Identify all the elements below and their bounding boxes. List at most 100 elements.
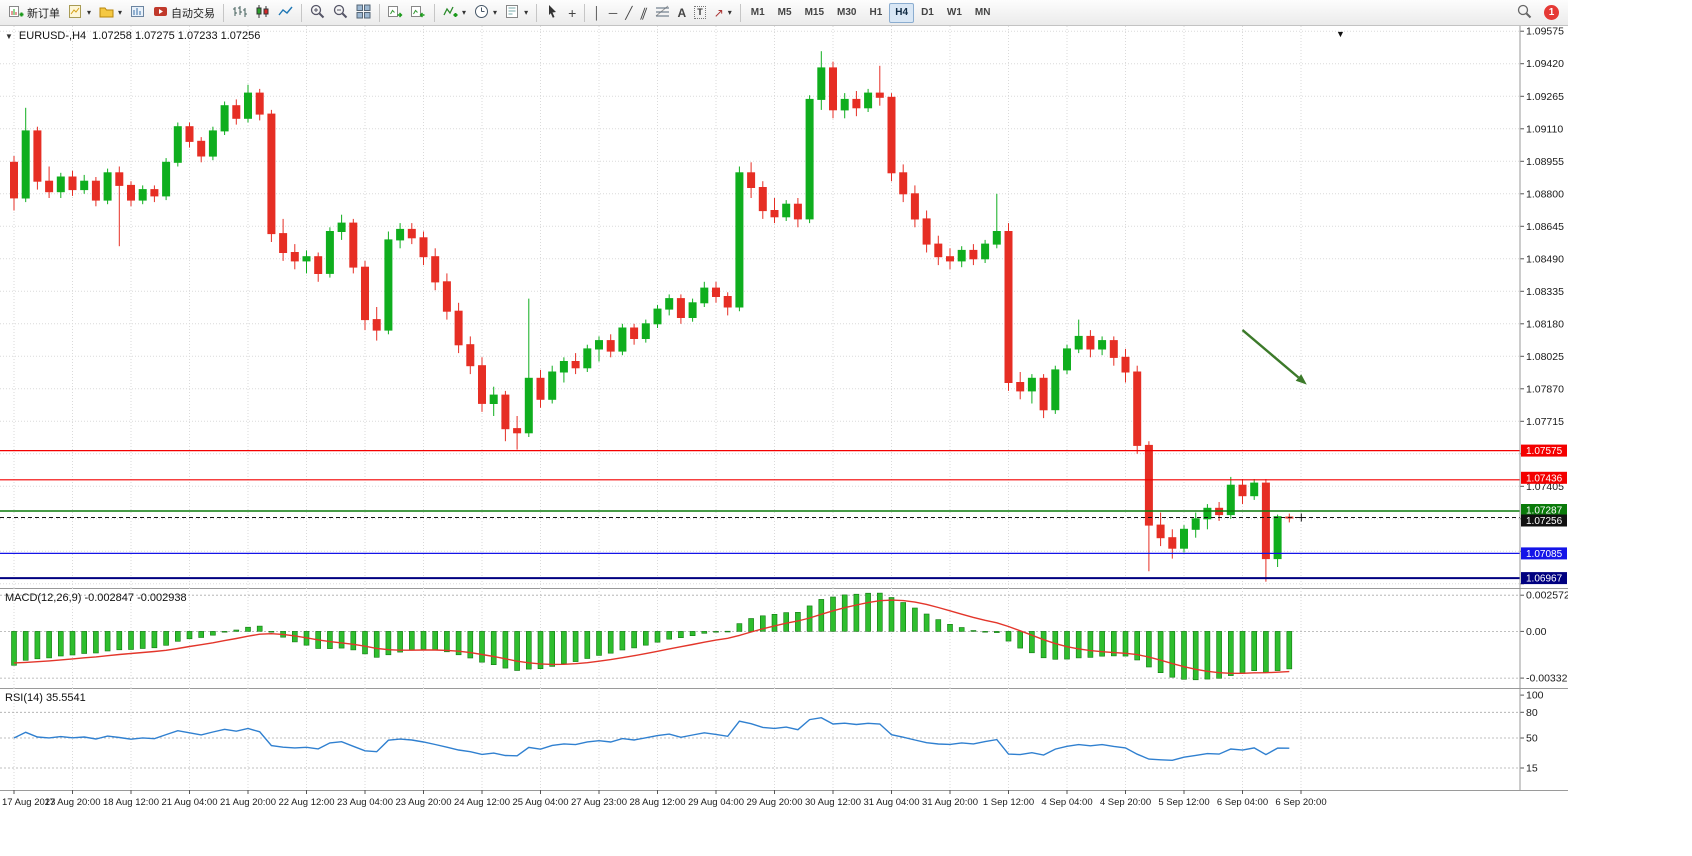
text-tool-icon: A [677, 5, 687, 20]
svg-text:24 Aug 12:00: 24 Aug 12:00 [454, 797, 510, 808]
timeframe-button-h4[interactable]: H4 [889, 2, 915, 23]
new-order-label: 新订单 [27, 7, 60, 20]
equidistant-channel-tool-button[interactable]: ∥ [637, 2, 651, 24]
svg-text:30 Aug 12:00: 30 Aug 12:00 [805, 797, 861, 808]
toolbar-separator [301, 3, 303, 22]
svg-text:21 Aug 20:00: 21 Aug 20:00 [220, 797, 276, 808]
svg-text:1.08645: 1.08645 [1526, 221, 1564, 233]
bar-chart-type-button[interactable] [228, 2, 251, 24]
chevron-down-icon: ▾ [87, 7, 92, 17]
line-chart-icon [278, 4, 293, 21]
market-watch-button[interactable] [126, 2, 149, 24]
chevron-down-icon: ▾ [524, 7, 529, 17]
fibonacci-tool-button[interactable] [651, 2, 674, 24]
svg-text:1.07870: 1.07870 [1526, 383, 1564, 395]
vertical-line-tool-button[interactable]: │ [589, 2, 605, 24]
svg-text:1.08490: 1.08490 [1526, 253, 1564, 265]
timeframe-button-m1[interactable]: M1 [745, 3, 771, 23]
auto-scroll-button[interactable] [384, 2, 407, 24]
search-icon [1517, 4, 1532, 21]
tile-windows-icon [356, 4, 371, 21]
zoom-out-button[interactable] [329, 2, 352, 24]
timeframe-button-m5[interactable]: M5 [772, 3, 798, 23]
timeframe-button-h1[interactable]: H1 [863, 3, 888, 23]
chart-shift-icon [411, 4, 426, 21]
svg-text:▼: ▼ [1336, 29, 1345, 39]
arrows-tool-button[interactable]: ↗ ▾ [710, 2, 736, 24]
svg-text:1.07575: 1.07575 [1526, 446, 1563, 457]
svg-text:15: 15 [1526, 763, 1538, 775]
svg-text:0.00: 0.00 [1526, 626, 1547, 638]
autotrading-button[interactable]: 自动交易 [149, 2, 219, 24]
svg-text:29 Aug 20:00: 29 Aug 20:00 [747, 797, 803, 808]
zoom-in-button[interactable] [306, 2, 329, 24]
svg-text:0.002572: 0.002572 [1526, 590, 1568, 602]
main-chart-canvas[interactable]: 1.09575 1.09420 1.09265 1.09110 1.08955 1.088… [0, 26, 1568, 588]
horizontal-line-tool-button[interactable]: ─ [605, 2, 622, 24]
timeframe-button-w1[interactable]: W1 [941, 3, 968, 23]
svg-text:23 Aug 20:00: 23 Aug 20:00 [396, 797, 452, 808]
rsi-panel-canvas[interactable]: 100 80 50 15 [0, 688, 1568, 790]
svg-text:-0.003326: -0.003326 [1526, 673, 1568, 685]
new-chart-button[interactable]: ▾ [64, 2, 95, 24]
text-label-tool-button[interactable]: T [690, 2, 710, 24]
svg-text:100: 100 [1526, 690, 1544, 702]
cursor-button[interactable] [541, 2, 564, 24]
svg-text:1.08800: 1.08800 [1526, 188, 1564, 200]
timeframe-button-m30[interactable]: M30 [831, 3, 862, 23]
macd-panel-canvas[interactable]: 0.002572 0.00 -0.003326 [0, 588, 1568, 688]
svg-text:1.09575: 1.09575 [1526, 26, 1564, 38]
new-order-button[interactable]: 新订单 [5, 2, 64, 24]
timeframe-button-d1[interactable]: D1 [915, 3, 940, 23]
arrow-tool-icon: ↗ [713, 5, 724, 20]
line-chart-type-button[interactable] [274, 2, 297, 24]
templates-button[interactable]: ▾ [501, 2, 532, 24]
notification-badge[interactable]: 1 [1544, 5, 1559, 20]
svg-text:28 Aug 12:00: 28 Aug 12:00 [630, 797, 686, 808]
toolbar-separator [379, 3, 381, 22]
crosshair-button[interactable]: + [564, 2, 580, 24]
toolbar-separator [739, 3, 741, 22]
svg-text:1.06967: 1.06967 [1526, 574, 1563, 585]
svg-text:22 Aug 12:00: 22 Aug 12:00 [279, 797, 335, 808]
autotrading-label: 自动交易 [171, 7, 216, 20]
chevron-down-icon: ▾ [462, 7, 467, 17]
auto-scroll-icon [388, 4, 403, 21]
indicators-icon [443, 4, 458, 21]
timeframe-button-mn[interactable]: MN [969, 3, 997, 23]
svg-text:4 Sep 20:00: 4 Sep 20:00 [1100, 797, 1151, 808]
tile-windows-button[interactable] [352, 2, 375, 24]
svg-text:17 Aug 20:00: 17 Aug 20:00 [45, 797, 101, 808]
timeframe-button-m15[interactable]: M15 [799, 3, 830, 23]
timeframe-group: M1 M5 M15 M30 H1 H4 D1 W1 MN [745, 2, 997, 23]
toolbar-separator [584, 3, 586, 22]
svg-text:1.09265: 1.09265 [1526, 91, 1564, 103]
svg-text:1.09420: 1.09420 [1526, 58, 1564, 70]
svg-text:1.07256: 1.07256 [1526, 516, 1563, 527]
svg-text:23 Aug 04:00: 23 Aug 04:00 [337, 797, 393, 808]
search-button[interactable] [1513, 2, 1536, 24]
svg-text:1.07085: 1.07085 [1526, 549, 1563, 560]
text-tool-button[interactable]: A [674, 2, 691, 24]
chart-shift-button[interactable] [407, 2, 430, 24]
new-order-icon [9, 4, 24, 21]
channel-icon: ∥ [637, 5, 650, 20]
indicators-button[interactable]: ▾ [439, 2, 470, 24]
svg-text:1.07715: 1.07715 [1526, 416, 1564, 428]
candlestick-chart-type-button[interactable] [251, 2, 274, 24]
svg-text:25 Aug 04:00: 25 Aug 04:00 [513, 797, 569, 808]
profiles-button[interactable]: ▾ [95, 2, 126, 24]
svg-text:29 Aug 04:00: 29 Aug 04:00 [688, 797, 744, 808]
svg-text:1.07436: 1.07436 [1526, 473, 1563, 484]
toolbar-separator [434, 3, 436, 22]
toolbar-right-group: 1 [1513, 2, 1563, 24]
crosshair-icon: + [568, 4, 577, 21]
horizontal-line-icon: ─ [608, 5, 618, 20]
svg-text:6 Sep 20:00: 6 Sep 20:00 [1275, 797, 1326, 808]
trendline-tool-button[interactable]: ╱ [621, 2, 636, 24]
mt4-window: 新订单 ▾ ▾ 自动交易 ▾ [0, 0, 1568, 810]
periods-button[interactable]: ▾ [470, 2, 501, 24]
profiles-folder-icon [99, 4, 114, 21]
market-watch-icon [130, 4, 145, 21]
